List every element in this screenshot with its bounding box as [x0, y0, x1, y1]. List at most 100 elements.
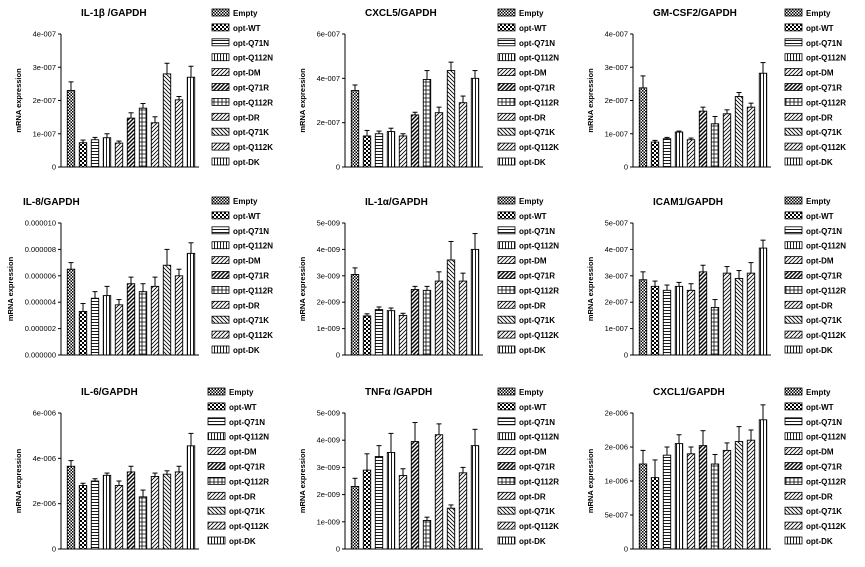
legend-label-opt-dm: opt-DM	[233, 69, 261, 78]
bar-opt-q71n	[90, 297, 100, 356]
y-axis-label: mRNA expression	[14, 448, 23, 513]
legend-swatch-opt-wt	[497, 211, 516, 220]
bar-opt-q71k	[162, 264, 172, 356]
legend-label-opt-q112k: opt-Q112K	[233, 143, 273, 152]
bar-opt-dm	[114, 142, 124, 168]
legend-swatch-empty	[497, 196, 516, 205]
legend-swatch-opt-q112r	[497, 98, 516, 106]
bar-opt-wt	[650, 141, 660, 168]
chart-title: IL-6/GAPDH	[81, 387, 138, 398]
y-tick-label: 3e-009	[317, 271, 340, 280]
y-axis-label: mRNA expression	[298, 256, 307, 321]
bar-opt-dm	[686, 453, 696, 550]
bar-opt-dr	[722, 449, 732, 550]
y-tick-label: 0.000010	[25, 219, 56, 228]
bar-opt-q112k	[174, 471, 184, 550]
y-tick-label: 0.000002	[25, 324, 56, 333]
legend-label-empty: Empty	[806, 9, 831, 18]
legend-swatch-opt-q112k	[497, 521, 516, 530]
y-axis-label: mRNA expression	[14, 68, 23, 133]
legend-swatch-opt-q112k	[497, 142, 516, 151]
legend-swatch-opt-q112n	[497, 432, 516, 441]
bar-opt-q112r	[710, 307, 720, 356]
chart-panel-4: IL-8/GAPDH mRNA expression 0.000000 0.00000…	[6, 196, 273, 360]
legend-label-opt-dr: opt-DR	[233, 301, 260, 310]
legend-label-opt-q71n: opt-Q71N	[806, 227, 842, 236]
y-axis-label: mRNA expression	[298, 68, 307, 133]
legend-swatch-opt-dr	[784, 491, 803, 500]
legend-swatch-opt-q71r	[784, 462, 803, 470]
legend-swatch-opt-q71k	[784, 315, 803, 324]
bar-opt-q112k	[458, 280, 468, 356]
chart-panel-9: CXCL1/GAPDH mRNA expression 0 5e-007 1e-006 2…	[586, 387, 846, 554]
y-axis-label: mRNA expression	[586, 256, 595, 321]
bar-opt-q71r	[698, 445, 708, 550]
bar-opt-dk	[758, 72, 768, 168]
legend-label-opt-q71n: opt-Q71N	[519, 39, 555, 48]
legend-swatch-opt-dm	[784, 447, 803, 456]
bar-opt-q71n	[90, 480, 100, 550]
bar-empty	[66, 465, 76, 550]
legend-swatch-opt-q71n	[497, 226, 516, 235]
y-tick-label: 2e-006	[605, 409, 628, 418]
legend-label-opt-dk: opt-DK	[229, 537, 256, 546]
bar-opt-q71n	[662, 454, 672, 550]
legend-label-opt-q112r: opt-Q112R	[229, 477, 269, 486]
legend-label-opt-q71k: opt-Q71K	[519, 128, 555, 137]
legend-label-opt-dk: opt-DK	[233, 158, 260, 167]
legend-label-opt-wt: opt-WT	[806, 24, 834, 33]
legend-swatch-opt-dk	[211, 345, 230, 354]
y-tick-label: 2e-007	[605, 298, 628, 307]
legend-swatch-opt-q112r	[497, 476, 516, 485]
bar-opt-q112k	[458, 102, 468, 168]
legend-label-opt-q112r: opt-Q112R	[233, 286, 273, 295]
legend-label-opt-q112n: opt-Q112N	[806, 433, 846, 442]
legend-swatch-opt-dr	[207, 491, 226, 500]
legend-label-empty: Empty	[806, 197, 831, 206]
chart-title: CXCL1/GAPDH	[653, 387, 725, 398]
bar-opt-wt	[650, 477, 660, 550]
legend-swatch-empty	[497, 8, 516, 17]
legend-label-opt-q71r: opt-Q71R	[806, 84, 842, 93]
legend-swatch-opt-dm	[497, 68, 516, 76]
legend-label-empty: Empty	[806, 388, 831, 397]
legend-swatch-opt-q71r	[497, 83, 516, 91]
bar-opt-q71k	[162, 73, 172, 168]
legend-swatch-opt-q71k	[207, 506, 226, 515]
y-tick-label: 1e-007	[605, 129, 628, 138]
legend-label-opt-q112r: opt-Q112R	[233, 98, 273, 107]
legend-label-opt-dr: opt-DR	[229, 492, 256, 501]
bar-opt-q71n	[662, 138, 672, 168]
legend-label-opt-q112n: opt-Q112N	[806, 54, 846, 63]
legend-swatch-opt-q71n	[784, 226, 803, 235]
y-tick-label: 0	[336, 163, 340, 172]
legend-label-opt-dr: opt-DR	[519, 492, 546, 501]
y-tick-label: 1e-009	[317, 324, 340, 333]
legend-swatch-empty	[211, 8, 230, 17]
legend-swatch-opt-q71r	[211, 83, 230, 91]
bar-opt-dr	[722, 272, 732, 356]
bar-opt-wt	[650, 285, 660, 356]
legend-swatch-opt-q71r	[784, 83, 803, 91]
bar-opt-q112r	[422, 519, 432, 550]
y-tick-label: 4e-007	[317, 74, 340, 83]
chart-legend: Empty opt-WT opt-Q71N opt-Q112N opt-DM opt-Q7…	[784, 8, 846, 167]
legend-label-opt-dm: opt-DM	[519, 448, 547, 457]
y-tick-label: 3e-007	[605, 63, 628, 72]
legend-swatch-opt-wt	[211, 211, 230, 220]
legend-label-opt-q71n: opt-Q71N	[806, 418, 842, 427]
legend-label-opt-dm: opt-DM	[806, 448, 834, 457]
bar-opt-dr	[150, 476, 160, 550]
y-tick-label: 2e-007	[33, 96, 56, 105]
bar-opt-dr	[150, 122, 160, 168]
y-tick-label: 6e-006	[33, 409, 56, 418]
legend-label-opt-q71n: opt-Q71N	[233, 227, 269, 236]
legend-label-opt-q71k: opt-Q71K	[519, 507, 555, 516]
legend-swatch-opt-q112k	[211, 330, 230, 339]
legend-label-opt-q71k: opt-Q71K	[806, 507, 842, 516]
legend-label-opt-q71r: opt-Q71R	[519, 272, 555, 281]
y-tick-label: 0	[336, 545, 340, 554]
legend-label-opt-q112n: opt-Q112N	[806, 242, 846, 251]
legend-label-opt-dk: opt-DK	[806, 346, 833, 355]
legend-label-opt-dk: opt-DK	[806, 537, 833, 546]
